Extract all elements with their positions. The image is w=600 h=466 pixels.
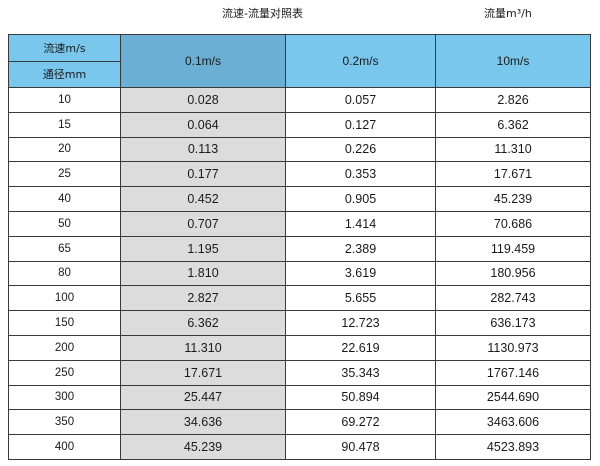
cell-flow-value: 25.447 bbox=[120, 384, 286, 411]
table-header: 流速m/s 通径mm 0.1m/s 0.2m/s 10m/s bbox=[8, 34, 591, 88]
cell-nominal-diameter: 250 bbox=[8, 359, 121, 386]
cell-flow-value: 70.686 bbox=[435, 210, 591, 237]
cell-flow-value: 636.173 bbox=[435, 310, 591, 336]
cell-flow-value: 45.239 bbox=[120, 434, 286, 460]
header-corner-cell: 流速m/s 通径mm bbox=[8, 34, 121, 88]
column-header-velocity-0[interactable]: 0.1m/s bbox=[120, 34, 286, 88]
table-row: 350 34.636 69.272 3463.606 bbox=[8, 409, 591, 436]
table-header-row: 流速m/s 通径mm 0.1m/s 0.2m/s 10m/s bbox=[8, 34, 591, 88]
cell-flow-value: 45.239 bbox=[435, 186, 591, 212]
cell-flow-value: 6.362 bbox=[435, 111, 591, 138]
cell-flow-value: 34.636 bbox=[120, 409, 286, 436]
cell-flow-value: 35.343 bbox=[285, 359, 436, 386]
caption-bar: 流速-流量对照表 流量m³/h bbox=[0, 0, 600, 32]
cell-flow-value: 69.272 bbox=[285, 409, 436, 436]
cell-nominal-diameter: 20 bbox=[8, 136, 121, 163]
cell-nominal-diameter: 40 bbox=[8, 186, 121, 212]
cell-flow-value: 1767.146 bbox=[435, 359, 591, 386]
cell-flow-value: 1130.973 bbox=[435, 334, 591, 361]
column-header-velocity-1[interactable]: 0.2m/s bbox=[285, 34, 436, 88]
cell-flow-value: 282.743 bbox=[435, 285, 591, 312]
cell-flow-value: 1.414 bbox=[285, 210, 436, 237]
cell-nominal-diameter: 25 bbox=[8, 161, 121, 188]
cell-flow-value: 1.195 bbox=[120, 235, 286, 262]
cell-nominal-diameter: 150 bbox=[8, 310, 121, 336]
cell-flow-value: 1.810 bbox=[120, 260, 286, 287]
cell-flow-value: 2.389 bbox=[285, 235, 436, 262]
table-body: 10 0.028 0.057 2.826 15 0.064 0.127 6.362 20 0.11… bbox=[8, 87, 591, 460]
cell-nominal-diameter: 100 bbox=[8, 285, 121, 312]
cell-flow-value: 5.655 bbox=[285, 285, 436, 312]
flow-velocity-table: 流速m/s 通径mm 0.1m/s 0.2m/s 10m/s 10 0.028 0.… bbox=[8, 34, 591, 460]
table-row: 250 17.671 35.343 1767.146 bbox=[8, 359, 591, 386]
table-row: 400 45.239 90.478 4523.893 bbox=[8, 434, 591, 460]
cell-flow-value: 11.310 bbox=[435, 136, 591, 163]
cell-nominal-diameter: 50 bbox=[8, 210, 121, 237]
table-row: 50 0.707 1.414 70.686 bbox=[8, 210, 591, 237]
cell-nominal-diameter: 300 bbox=[8, 384, 121, 411]
cell-flow-value: 180.956 bbox=[435, 260, 591, 287]
cell-flow-value: 0.353 bbox=[285, 161, 436, 188]
table-row: 150 6.362 12.723 636.173 bbox=[8, 310, 591, 336]
cell-nominal-diameter: 15 bbox=[8, 111, 121, 138]
cell-nominal-diameter: 65 bbox=[8, 235, 121, 262]
header-diameter-label: 通径mm bbox=[42, 68, 87, 82]
cell-flow-value: 22.619 bbox=[285, 334, 436, 361]
table-row: 20 0.113 0.226 11.310 bbox=[8, 136, 591, 163]
cell-flow-value: 119.459 bbox=[435, 235, 591, 262]
chart-title: 流速-流量对照表 bbox=[222, 7, 303, 20]
cell-nominal-diameter: 200 bbox=[8, 334, 121, 361]
cell-flow-value: 0.057 bbox=[285, 87, 436, 113]
cell-flow-value: 50.894 bbox=[285, 384, 436, 411]
table-row: 40 0.452 0.905 45.239 bbox=[8, 186, 591, 212]
column-header-velocity-2[interactable]: 10m/s bbox=[435, 34, 591, 88]
cell-flow-value: 0.028 bbox=[120, 87, 286, 113]
cell-flow-value: 12.723 bbox=[285, 310, 436, 336]
cell-flow-value: 0.452 bbox=[120, 186, 286, 212]
flow-velocity-table-container: 流速m/s 通径mm 0.1m/s 0.2m/s 10m/s 10 0.028 0.… bbox=[8, 34, 591, 460]
cell-flow-value: 4523.893 bbox=[435, 434, 591, 460]
cell-flow-value: 0.177 bbox=[120, 161, 286, 188]
cell-nominal-diameter: 80 bbox=[8, 260, 121, 287]
cell-flow-value: 2.826 bbox=[435, 87, 591, 113]
cell-flow-value: 0.064 bbox=[120, 111, 286, 138]
cell-flow-value: 2544.690 bbox=[435, 384, 591, 411]
table-row: 15 0.064 0.127 6.362 bbox=[8, 111, 591, 138]
cell-nominal-diameter: 350 bbox=[8, 409, 121, 436]
cell-flow-value: 0.707 bbox=[120, 210, 286, 237]
cell-flow-value: 0.905 bbox=[285, 186, 436, 212]
cell-flow-value: 3463.606 bbox=[435, 409, 591, 436]
table-row: 80 1.810 3.619 180.956 bbox=[8, 260, 591, 287]
flow-unit-label: 流量m³/h bbox=[484, 7, 532, 20]
cell-flow-value: 0.226 bbox=[285, 136, 436, 163]
table-row: 25 0.177 0.353 17.671 bbox=[8, 161, 591, 188]
cell-flow-value: 3.619 bbox=[285, 260, 436, 287]
table-row: 65 1.195 2.389 119.459 bbox=[8, 235, 591, 262]
table-row: 10 0.028 0.057 2.826 bbox=[8, 87, 591, 113]
cell-flow-value: 17.671 bbox=[120, 359, 286, 386]
cell-flow-value: 90.478 bbox=[285, 434, 436, 460]
cell-nominal-diameter: 10 bbox=[8, 87, 121, 113]
table-row: 300 25.447 50.894 2544.690 bbox=[8, 384, 591, 411]
cell-flow-value: 17.671 bbox=[435, 161, 591, 188]
table-row: 100 2.827 5.655 282.743 bbox=[8, 285, 591, 312]
cell-flow-value: 6.362 bbox=[120, 310, 286, 336]
header-velocity-label: 流速m/s bbox=[9, 35, 120, 62]
cell-flow-value: 0.127 bbox=[285, 111, 436, 138]
cell-flow-value: 0.113 bbox=[120, 136, 286, 163]
table-row: 200 11.310 22.619 1130.973 bbox=[8, 334, 591, 361]
cell-flow-value: 2.827 bbox=[120, 285, 286, 312]
cell-flow-value: 11.310 bbox=[120, 334, 286, 361]
cell-nominal-diameter: 400 bbox=[8, 434, 121, 460]
